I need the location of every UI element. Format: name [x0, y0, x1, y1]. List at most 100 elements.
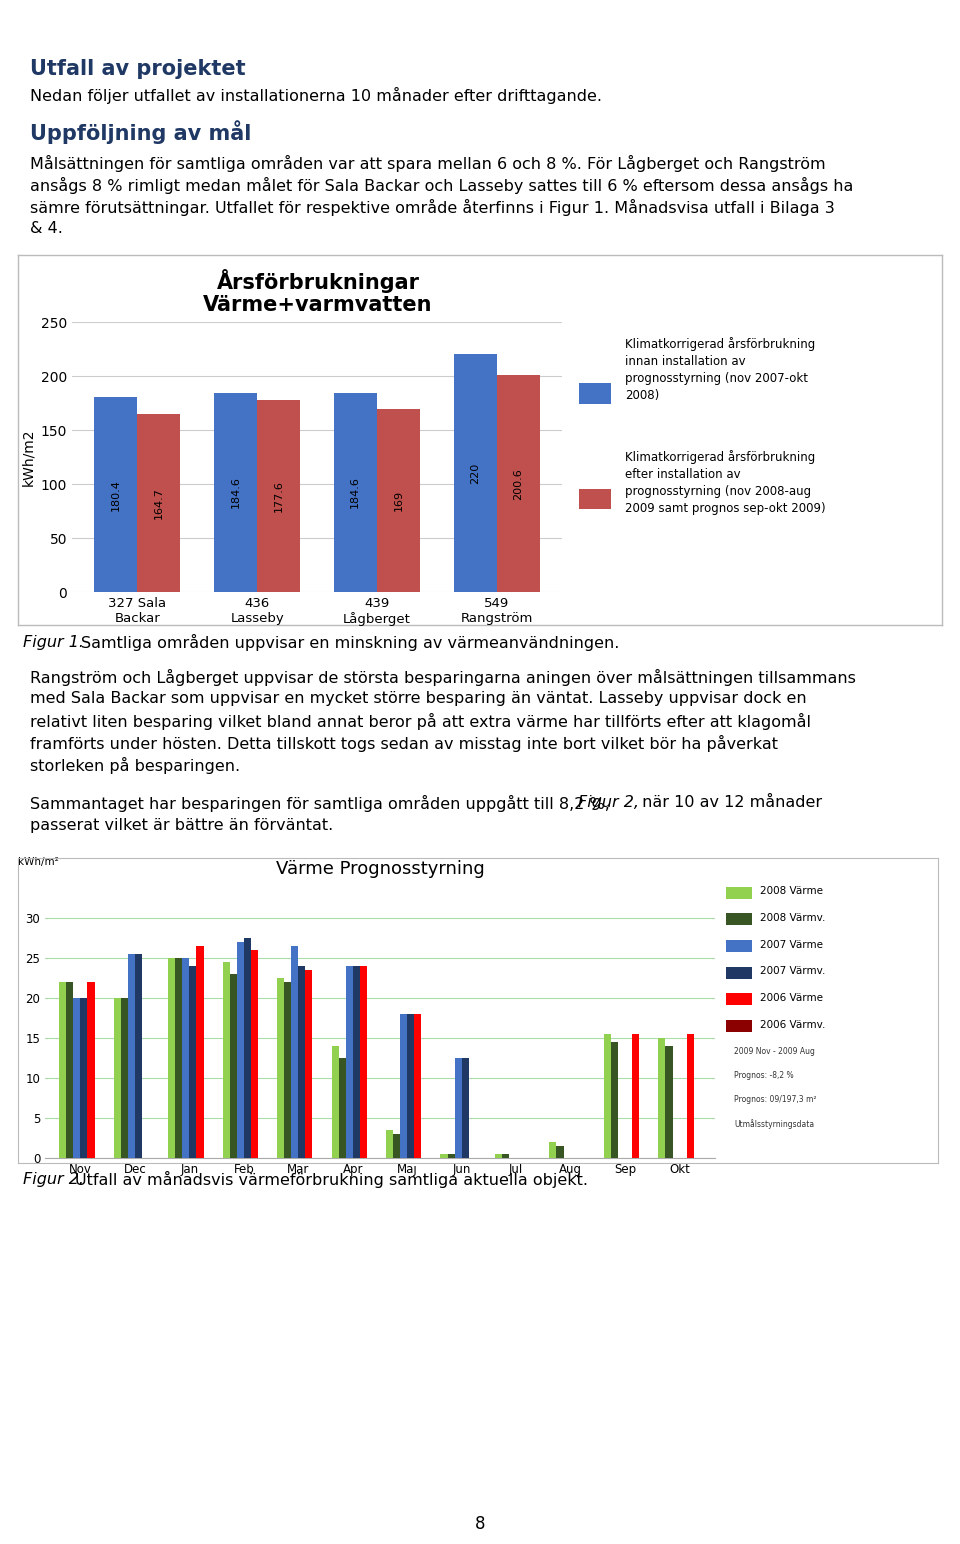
Text: 2007 Värme: 2007 Värme — [760, 940, 823, 950]
Bar — [121, 997, 128, 1158]
Bar — [726, 886, 752, 899]
Bar — [229, 974, 237, 1158]
Text: 184.6: 184.6 — [230, 477, 241, 508]
Text: Utmålsstyrningsdata: Utmålsstyrningsdata — [734, 1119, 814, 1129]
Text: Uppföljning av mål: Uppföljning av mål — [30, 120, 252, 144]
Bar — [386, 1130, 393, 1158]
Text: Figur 1.: Figur 1. — [23, 635, 84, 650]
Bar — [128, 954, 134, 1158]
Text: Klimatkorrigerad årsförbrukning
innan installation av
prognosstyrning (nov 2007-: Klimatkorrigerad årsförbrukning innan in… — [625, 337, 815, 401]
Text: Nedan följer utfallet av installationerna 10 månader efter drifttagande.: Nedan följer utfallet av installationern… — [30, 86, 602, 103]
Bar — [447, 1153, 455, 1158]
Bar — [66, 982, 73, 1158]
Bar — [331, 1045, 339, 1158]
Bar — [81, 997, 87, 1158]
Text: Samtliga områden uppvisar en minskning av värmeanvändningen.: Samtliga områden uppvisar en minskning a… — [81, 635, 619, 652]
Text: när 10 av 12 månader: när 10 av 12 månader — [637, 795, 822, 811]
Bar — [496, 375, 540, 591]
Bar — [495, 1153, 502, 1158]
Text: Utfall av månadsvis värmeförbrukning samtliga aktuella objekt.: Utfall av månadsvis värmeförbrukning sam… — [75, 1170, 588, 1187]
Text: med Sala Backar som uppvisar en mycket större besparing än väntat. Lasseby uppvi: med Sala Backar som uppvisar en mycket s… — [30, 692, 806, 706]
Bar — [197, 946, 204, 1158]
Text: 2006 Värmv.: 2006 Värmv. — [760, 1019, 826, 1030]
Bar — [377, 409, 420, 591]
Bar — [400, 1014, 407, 1158]
Bar — [134, 954, 142, 1158]
Bar — [579, 489, 611, 510]
Bar — [189, 967, 197, 1158]
Bar — [352, 967, 360, 1158]
Bar — [453, 355, 496, 591]
Bar — [94, 397, 137, 591]
Text: 8: 8 — [475, 1515, 485, 1533]
Text: 177.6: 177.6 — [274, 480, 284, 513]
Bar — [113, 997, 121, 1158]
Text: 2008 Värmv.: 2008 Värmv. — [760, 913, 826, 923]
Bar — [168, 957, 175, 1158]
Bar — [604, 1034, 611, 1158]
Bar — [462, 1058, 468, 1158]
Bar — [726, 913, 752, 925]
Bar — [393, 1133, 400, 1158]
Text: Rangström och Lågberget uppvisar de största besparingarna aningen över målsättni: Rangström och Lågberget uppvisar de stör… — [30, 669, 856, 686]
Text: Klimatkorrigerad årsförbrukning
efter installation av
prognosstyrning (nov 2008-: Klimatkorrigerad årsförbrukning efter in… — [625, 449, 826, 514]
Text: relativt liten besparing vilket bland annat beror på att extra värme har tillför: relativt liten besparing vilket bland an… — [30, 713, 811, 730]
Bar — [502, 1153, 509, 1158]
Bar — [334, 392, 377, 591]
Bar — [339, 1058, 346, 1158]
Text: Värme Prognosstyrning: Värme Prognosstyrning — [276, 860, 485, 879]
Bar — [284, 982, 291, 1158]
Bar — [175, 957, 182, 1158]
Text: & 4.: & 4. — [30, 221, 62, 236]
Text: 2007 Värmv.: 2007 Värmv. — [760, 967, 826, 976]
Bar — [73, 997, 81, 1158]
Text: 200.6: 200.6 — [514, 468, 523, 500]
Text: 164.7: 164.7 — [154, 486, 164, 519]
Bar — [214, 392, 257, 591]
Bar — [244, 939, 251, 1158]
Text: 169: 169 — [394, 489, 403, 511]
Text: Prognos: 09/197,3 m²: Prognos: 09/197,3 m² — [734, 1095, 817, 1104]
Bar — [251, 950, 258, 1158]
Bar — [87, 982, 95, 1158]
Bar — [611, 1042, 618, 1158]
Text: 2009 Nov - 2009 Aug: 2009 Nov - 2009 Aug — [734, 1047, 815, 1056]
Text: Prognos: -8,2 %: Prognos: -8,2 % — [734, 1072, 794, 1079]
Bar — [60, 982, 66, 1158]
Y-axis label: kWh/m2: kWh/m2 — [21, 428, 36, 486]
Bar — [557, 1146, 564, 1158]
Bar — [726, 940, 752, 951]
Bar — [633, 1034, 639, 1158]
Bar — [223, 962, 229, 1158]
Bar — [665, 1045, 673, 1158]
Text: storleken på besparingen.: storleken på besparingen. — [30, 757, 240, 774]
Bar — [360, 967, 367, 1158]
Bar — [291, 946, 299, 1158]
Bar — [407, 1014, 415, 1158]
Bar — [137, 414, 180, 591]
Bar — [346, 967, 352, 1158]
Text: 220: 220 — [470, 463, 480, 483]
Text: passerat vilket är bättre än förväntat.: passerat vilket är bättre än förväntat. — [30, 818, 333, 834]
Text: Figur 2,: Figur 2, — [578, 795, 639, 811]
Bar — [237, 942, 244, 1158]
Bar — [182, 957, 189, 1158]
Bar — [455, 1058, 462, 1158]
Bar — [726, 967, 752, 979]
Bar — [257, 400, 300, 591]
Bar — [415, 1014, 421, 1158]
Bar — [659, 1038, 665, 1158]
Text: Sammantaget har besparingen för samtliga områden uppgått till 8,2 %,: Sammantaget har besparingen för samtliga… — [30, 795, 615, 812]
Text: Utfall av projektet: Utfall av projektet — [30, 59, 246, 79]
Text: Målsättningen för samtliga områden var att spara mellan 6 och 8 %. För Lågberget: Målsättningen för samtliga områden var a… — [30, 154, 826, 171]
Bar — [686, 1034, 694, 1158]
Bar — [726, 1021, 752, 1031]
Bar — [549, 1143, 557, 1158]
Text: den 28 september 2009: den 28 september 2009 — [714, 12, 931, 29]
Bar — [305, 970, 312, 1158]
Text: framförts under hösten. Detta tillskott togs sedan av misstag inte bort vilket b: framförts under hösten. Detta tillskott … — [30, 735, 778, 752]
Text: sämre förutsättningar. Utfallet för respektive område återfinns i Figur 1. Månad: sämre förutsättningar. Utfallet för resp… — [30, 199, 835, 216]
Bar — [579, 383, 611, 403]
Text: 2006 Värme: 2006 Värme — [760, 993, 823, 1004]
Bar — [299, 967, 305, 1158]
